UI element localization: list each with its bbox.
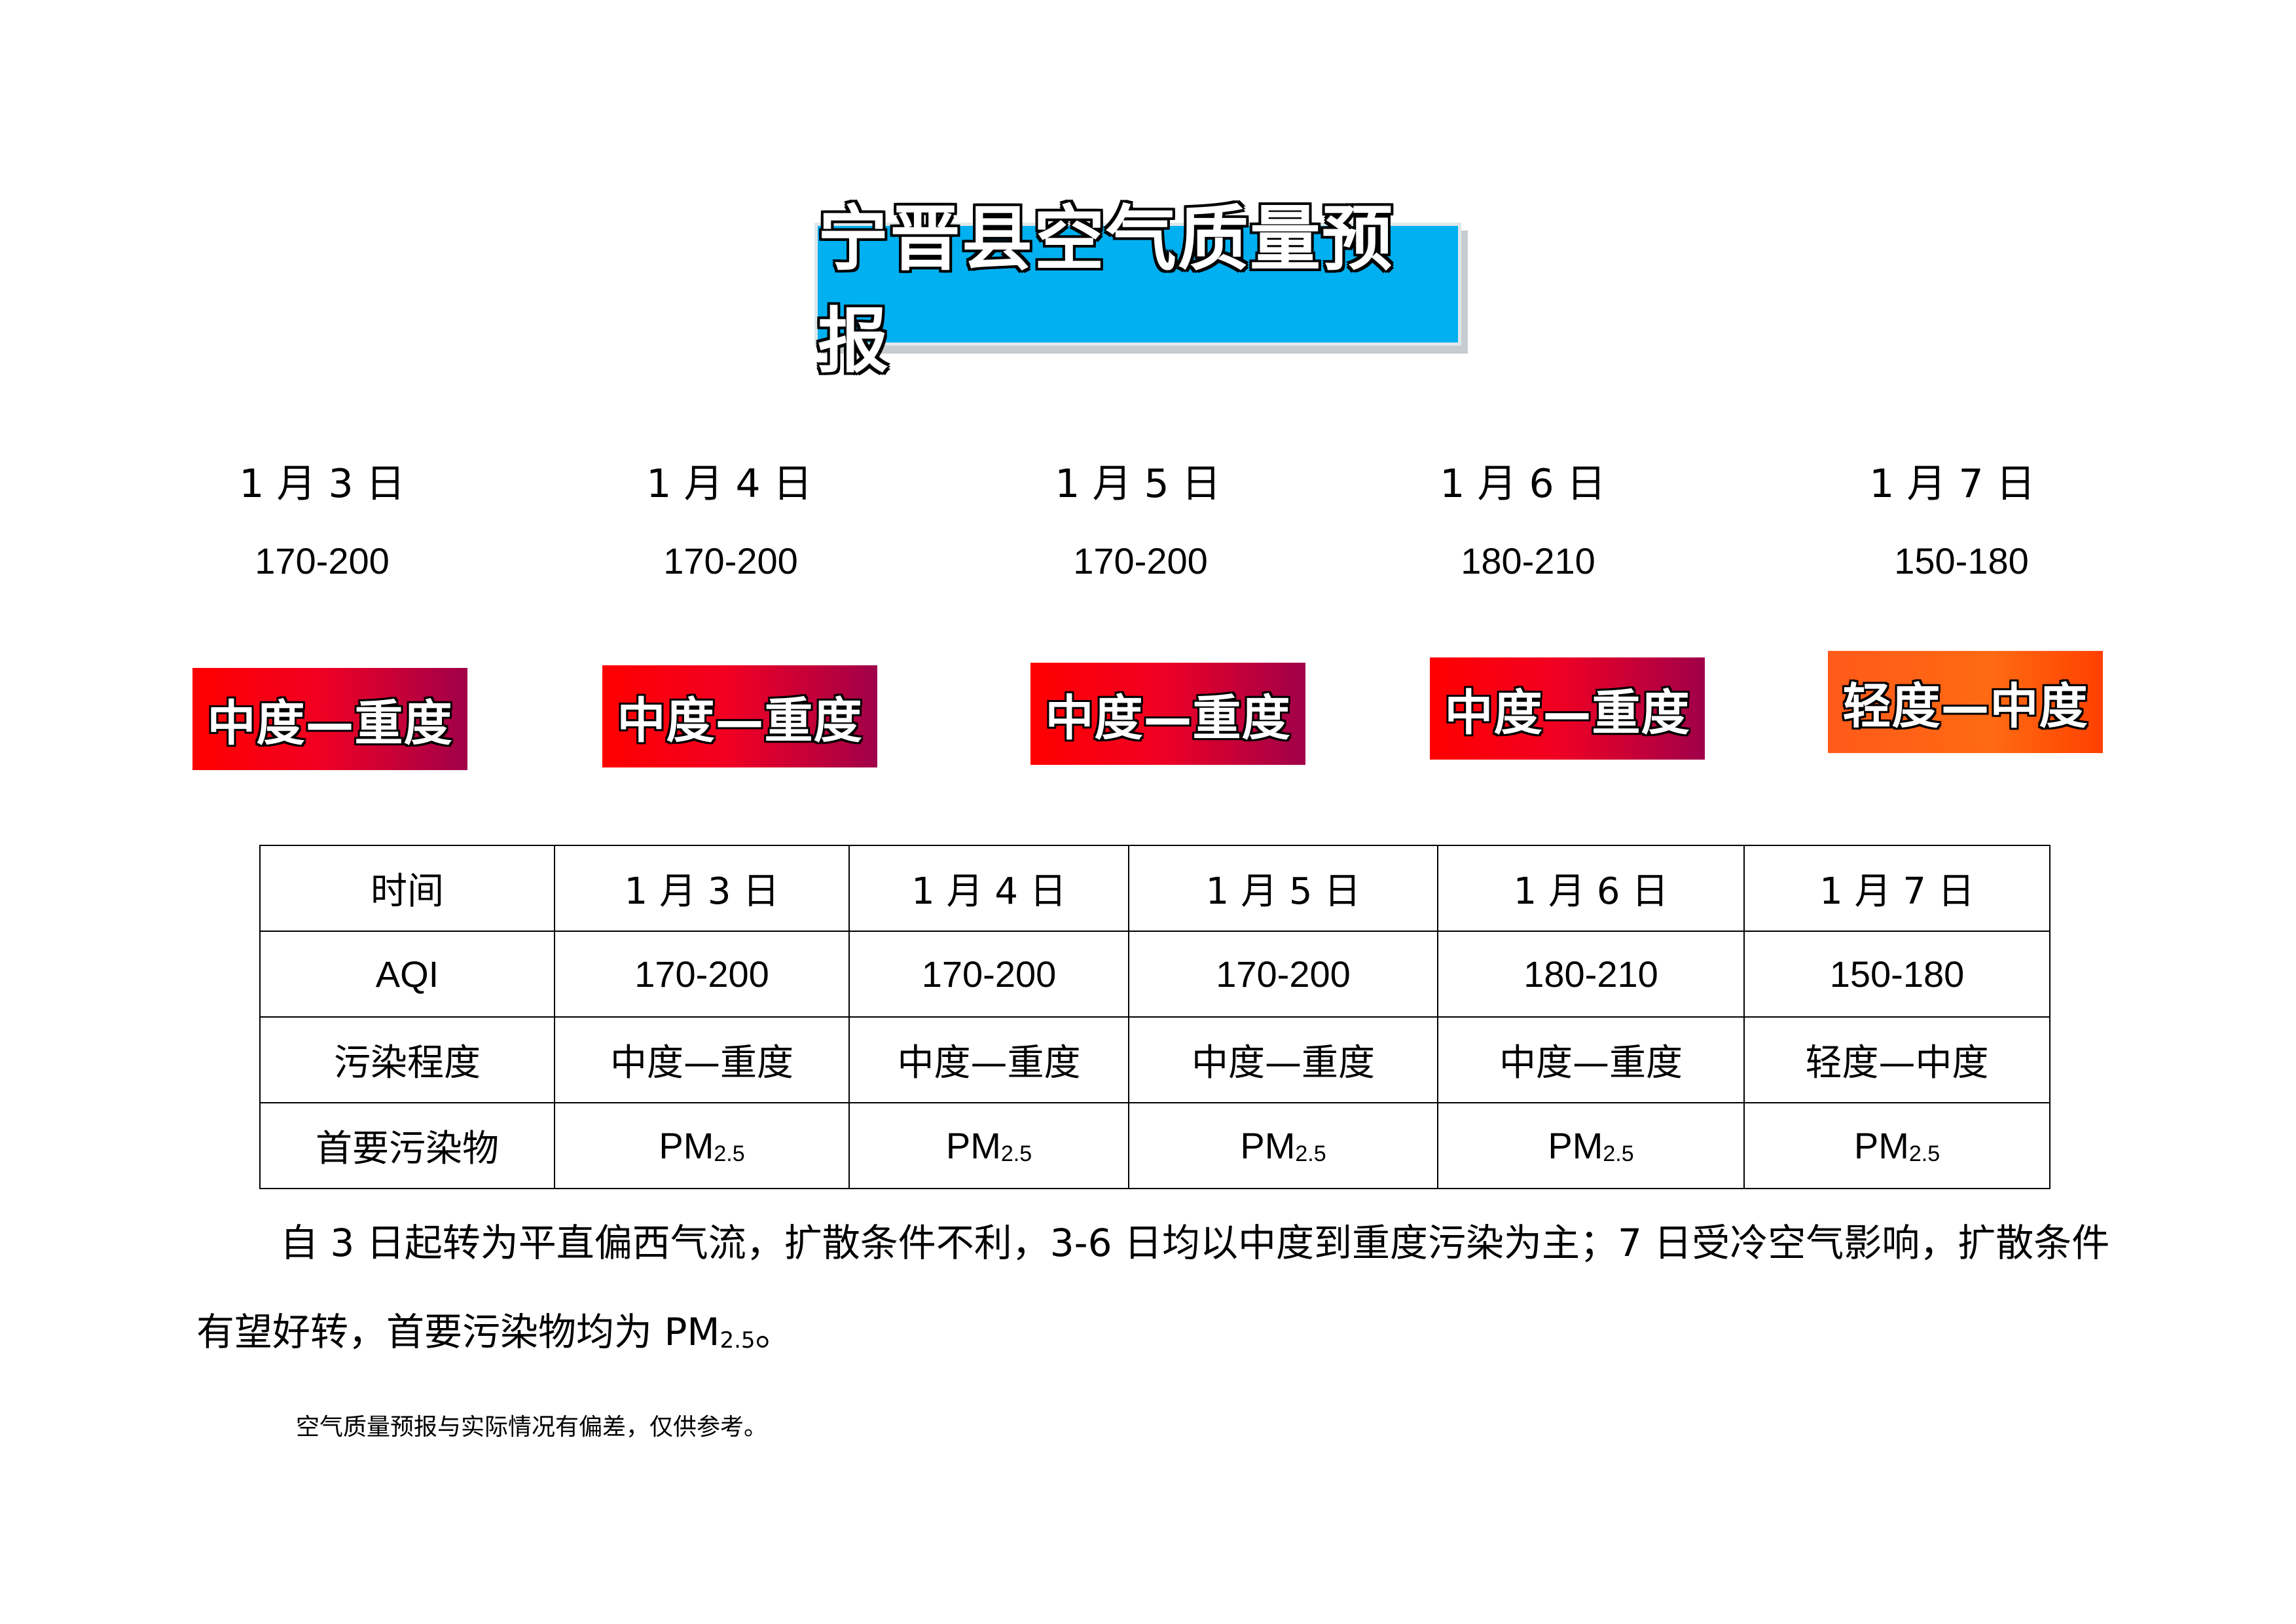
- summary-subscript: 2.5: [720, 1327, 756, 1354]
- table-cell: 1 月 3 日: [554, 845, 850, 932]
- level-badge-label: 轻度—中度: [1842, 678, 2088, 735]
- summary-paragraph: 自 3 日起转为平直偏西气流，扩散条件不利，3-6 日均以中度到重度污染为主；7…: [196, 1198, 2121, 1385]
- table-cell: 170-200: [1128, 931, 1438, 1018]
- summary-text: 自 3 日起转为平直偏西气流，扩散条件不利，3-6 日均以中度到重度污染为主；7…: [196, 1221, 2110, 1354]
- row-header: AQI: [259, 931, 555, 1018]
- summary-end: 。: [755, 1310, 793, 1354]
- table-cell: PM2.5: [1743, 1102, 2050, 1189]
- level-badge: 中度—重度: [602, 665, 877, 767]
- table-cell: 1 月 4 日: [848, 845, 1129, 932]
- day-aqi: 150-180: [1894, 540, 2029, 581]
- table-row: 污染程度 中度—重度 中度—重度 中度—重度 中度—重度 轻度—中度: [259, 1016, 2050, 1103]
- pollutant-name: PM: [1548, 1125, 1603, 1166]
- day-aqi: 170-200: [663, 540, 798, 581]
- table-cell: 中度—重度: [554, 1016, 850, 1103]
- row-header: 污染程度: [259, 1016, 555, 1103]
- table-cell: 170-200: [554, 931, 850, 1018]
- table-cell: PM2.5: [554, 1102, 850, 1189]
- pollutant-subscript: 2.5: [1908, 1141, 1941, 1166]
- day-date: 1 月 3 日: [239, 461, 405, 507]
- level-badge-label: 中度—重度: [1444, 684, 1690, 741]
- day-date: 1 月 7 日: [1869, 461, 2035, 507]
- level-badge: 中度—重度: [192, 668, 467, 770]
- level-badge: 中度—重度: [1430, 657, 1705, 760]
- level-badge: 中度—重度: [1030, 663, 1305, 765]
- level-badge: 轻度—中度: [1828, 651, 2103, 753]
- table-cell: 150-180: [1743, 931, 2050, 1018]
- table-cell: PM2.5: [1437, 1102, 1745, 1189]
- day-aqi: 180-210: [1461, 540, 1595, 581]
- title-banner: 宁晋县空气质量预报: [814, 198, 1461, 382]
- day-date: 1 月 4 日: [646, 461, 812, 507]
- day-aqi: 170-200: [255, 540, 390, 581]
- pollutant-subscript: 2.5: [714, 1141, 745, 1166]
- forecast-table: 时间 1 月 3 日 1 月 4 日 1 月 5 日 1 月 6 日 1 月 7…: [259, 845, 2050, 1189]
- table-row: AQI 170-200 170-200 170-200 180-210 150-…: [259, 931, 2050, 1018]
- table-cell: PM2.5: [1128, 1102, 1438, 1189]
- table-cell: PM2.5: [848, 1102, 1129, 1189]
- page-title: 宁晋县空气质量预报: [818, 198, 1394, 382]
- table-row: 时间 1 月 3 日 1 月 4 日 1 月 5 日 1 月 6 日 1 月 7…: [259, 845, 2050, 932]
- table-cell: 中度—重度: [1437, 1016, 1745, 1103]
- table-cell: 轻度—中度: [1743, 1016, 2050, 1103]
- table-row: 首要污染物 PM2.5 PM2.5 PM2.5 PM2.5 PM2.5: [259, 1102, 2050, 1189]
- row-header: 时间: [259, 845, 555, 932]
- table-cell: 1 月 7 日: [1743, 845, 2050, 932]
- pollutant-subscript: 2.5: [1295, 1141, 1326, 1166]
- table-cell: 180-210: [1437, 931, 1745, 1018]
- table-cell: 1 月 5 日: [1128, 845, 1438, 932]
- day-aqi: 170-200: [1073, 540, 1208, 581]
- level-badge-label: 中度—重度: [617, 692, 863, 749]
- pollutant-name: PM: [945, 1125, 1001, 1166]
- day-date: 1 月 6 日: [1440, 461, 1606, 507]
- pollutant-subscript: 2.5: [1000, 1141, 1032, 1166]
- pollutant-name: PM: [1240, 1125, 1296, 1166]
- table-cell: 中度—重度: [1128, 1016, 1438, 1103]
- pollutant-name: PM: [1853, 1125, 1909, 1166]
- table-cell: 中度—重度: [848, 1016, 1129, 1103]
- table-cell: 170-200: [848, 931, 1129, 1018]
- disclaimer-note: 空气质量预报与实际情况有偏差，仅供参考。: [296, 1414, 768, 1441]
- level-badge-label: 中度—重度: [1045, 690, 1291, 747]
- row-header: 首要污染物: [259, 1102, 555, 1189]
- pollutant-name: PM: [659, 1125, 714, 1166]
- level-badge-label: 中度—重度: [207, 695, 453, 752]
- table-cell: 1 月 6 日: [1437, 845, 1745, 932]
- day-date: 1 月 5 日: [1055, 461, 1221, 507]
- pollutant-subscript: 2.5: [1603, 1141, 1634, 1166]
